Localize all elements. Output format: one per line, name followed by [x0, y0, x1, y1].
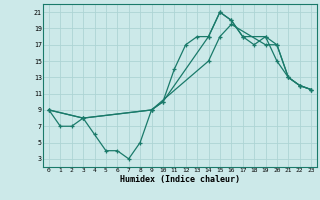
X-axis label: Humidex (Indice chaleur): Humidex (Indice chaleur) — [120, 175, 240, 184]
